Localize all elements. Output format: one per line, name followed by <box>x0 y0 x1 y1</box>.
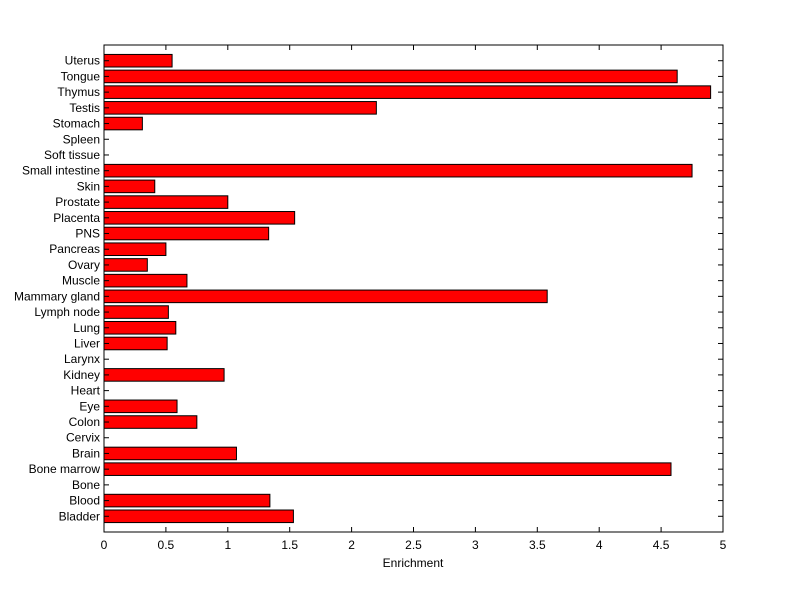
y-tick-label-skin: Skin <box>77 179 100 193</box>
y-tick-label-bladder: Bladder <box>59 509 100 523</box>
y-tick-label-pancreas: Pancreas <box>49 242 100 256</box>
bar-prostate <box>103 195 229 209</box>
y-tick-label-kidney: Kidney <box>63 368 100 382</box>
bar-ovary <box>103 258 148 272</box>
bar-pancreas <box>103 242 167 257</box>
y-tick-label-brain: Brain <box>72 446 100 460</box>
bar-mammary-gland <box>103 289 548 304</box>
y-tick-label-spleen: Spleen <box>63 132 100 146</box>
x-tick-label: 2.5 <box>405 538 422 552</box>
bar-liver <box>103 336 168 351</box>
x-tick-label: 4.5 <box>653 538 670 552</box>
x-tick-label: 2 <box>348 538 355 552</box>
y-tick-label-small-intestine: Small intestine <box>22 164 100 178</box>
y-tick-label-uterus: Uterus <box>65 54 100 68</box>
bar-bladder <box>103 509 294 524</box>
x-tick-label: 5 <box>720 538 727 552</box>
x-tick-label: 3.5 <box>529 538 546 552</box>
x-axis-title: Enrichment <box>383 556 444 570</box>
y-tick-label-testis: Testis <box>69 101 100 115</box>
x-tick-label: 0 <box>101 538 108 552</box>
bar-thymus <box>103 85 712 99</box>
bar-testis <box>103 101 377 115</box>
y-tick-label-placenta: Placenta <box>53 211 100 225</box>
y-tick-label-liver: Liver <box>74 336 100 350</box>
bar-small-intestine <box>103 163 693 178</box>
y-tick-label-mammary-gland: Mammary gland <box>14 289 100 303</box>
y-tick-label-lymph-node: Lymph node <box>34 305 100 319</box>
bars <box>103 53 712 524</box>
bar-tongue <box>103 69 678 84</box>
bar-pns <box>103 226 270 241</box>
y-tick-label-heart: Heart <box>71 384 101 398</box>
y-tick-label-cervix: Cervix <box>66 431 100 445</box>
y-tick-label-soft-tissue: Soft tissue <box>44 148 100 162</box>
bar-skin <box>103 179 156 194</box>
x-tick-label: 3 <box>472 538 479 552</box>
y-tick-label-tongue: Tongue <box>61 69 101 83</box>
y-tick-label-bone: Bone <box>72 478 100 492</box>
y-tick-label-prostate: Prostate <box>55 195 100 209</box>
bar-muscle <box>103 273 188 288</box>
y-tick-label-pns: PNS <box>75 227 100 241</box>
y-tick-label-larynx: Larynx <box>64 352 100 366</box>
y-tick-label-thymus: Thymus <box>57 85 100 99</box>
bar-placenta <box>103 211 296 225</box>
bar-lymph-node <box>103 305 169 319</box>
bar-lung <box>103 320 177 335</box>
x-tick-label: 0.5 <box>158 538 175 552</box>
bar-brain <box>103 446 237 461</box>
y-tick-label-muscle: Muscle <box>62 274 100 288</box>
bar-kidney <box>103 368 225 382</box>
y-tick-label-lung: Lung <box>73 321 100 335</box>
x-tick-label: 1.5 <box>281 538 298 552</box>
x-tick-label: 1 <box>224 538 231 552</box>
bar-bone-marrow <box>103 462 672 476</box>
x-tick-label: 4 <box>596 538 603 552</box>
y-tick-label-colon: Colon <box>69 415 100 429</box>
bar-eye <box>103 399 178 414</box>
y-tick-label-blood: Blood <box>69 494 100 508</box>
bar-blood <box>103 493 271 508</box>
y-tick-label-bone-marrow: Bone marrow <box>29 462 101 476</box>
bar-stomach <box>103 116 143 131</box>
bar-colon <box>103 415 198 429</box>
y-tick-label-ovary: Ovary <box>68 258 100 272</box>
y-tick-label-eye: Eye <box>79 399 100 413</box>
bar-uterus <box>103 53 173 68</box>
y-tick-label-stomach: Stomach <box>53 117 100 131</box>
x-axis-ticks: 0 0.5 1 1.5 2 2.5 3 3.5 4 4.5 5 <box>101 45 727 552</box>
